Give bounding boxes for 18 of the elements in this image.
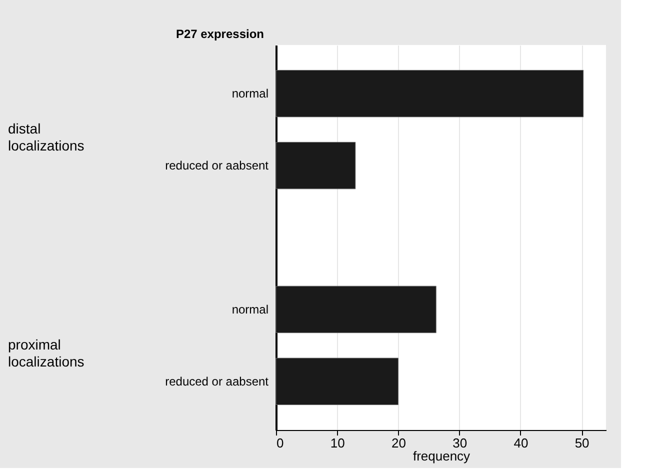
- x-axis-title: frequency: [412, 448, 471, 464]
- x-tick-label: 20: [391, 436, 406, 450]
- x-tick-label: 40: [514, 436, 528, 450]
- bar: [276, 286, 436, 334]
- y-tick-label: normal: [232, 302, 268, 316]
- x-tick-label: 50: [574, 436, 590, 450]
- bar: [276, 142, 356, 190]
- text: proximal localizations: [8, 336, 84, 370]
- y-axis-title: P27 expression: [176, 27, 264, 41]
- y-tick-label: reduced or aabsent: [165, 374, 270, 388]
- x-tick-label: 10: [330, 436, 345, 450]
- bar: [276, 70, 584, 118]
- text: distal localizations: [8, 120, 84, 154]
- x-tick-label: 0: [276, 436, 284, 450]
- bar: [276, 358, 398, 406]
- y-tick-label: normal: [232, 86, 268, 101]
- y-tick-label: reduced or aabsent: [165, 158, 270, 173]
- x-tick-label: 30: [452, 436, 468, 450]
